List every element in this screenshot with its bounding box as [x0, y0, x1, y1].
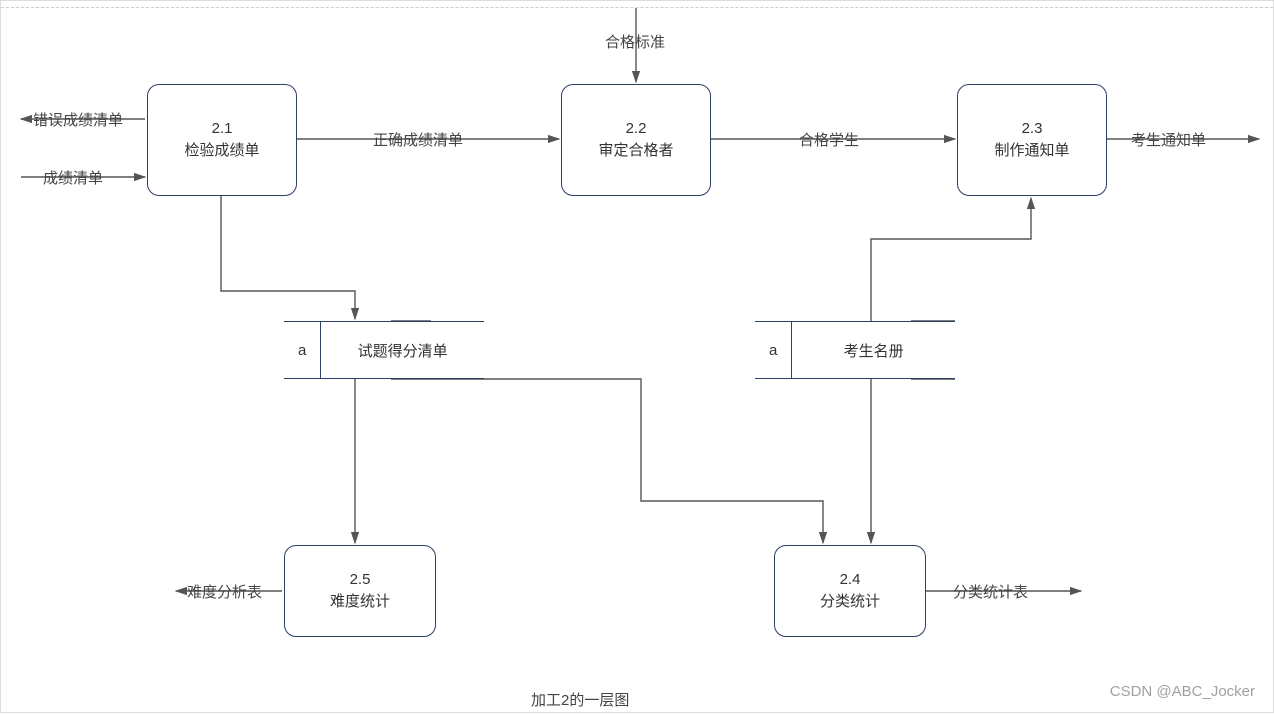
- flow-label-difficulty: 难度分析表: [187, 581, 262, 602]
- datastore-id: a: [755, 322, 792, 378]
- process-name: 审定合格者: [598, 140, 673, 163]
- process-id: 2.2: [626, 118, 647, 141]
- process-name: 难度统计: [330, 591, 390, 614]
- process-name: 分类统计: [820, 591, 880, 614]
- process-id: 2.4: [840, 569, 861, 592]
- process-id: 2.5: [350, 569, 371, 592]
- process-name: 制作通知单: [994, 140, 1069, 163]
- flow-label-category: 分类统计表: [953, 581, 1028, 602]
- process-2-1: 2.1 检验成绩单: [147, 84, 297, 196]
- flow-label-standard: 合格标准: [605, 31, 665, 52]
- datastore-label: 考生名册: [792, 322, 955, 378]
- flow-label-correct-list: 正确成绩清单: [373, 129, 463, 150]
- process-id: 2.3: [1022, 118, 1043, 141]
- process-2-2: 2.2 审定合格者: [561, 84, 711, 196]
- process-2-4: 2.4 分类统计: [774, 545, 926, 637]
- datastore-id: a: [284, 322, 321, 378]
- top-dashed-line: [1, 7, 1273, 8]
- diagram-canvas: 2.1 检验成绩单 2.2 审定合格者 2.3 制作通知单 2.5 难度统计 2…: [0, 0, 1274, 713]
- flow-label-score-list: 成绩清单: [43, 167, 103, 188]
- flow-label-notice: 考生通知单: [1131, 129, 1206, 150]
- process-name: 检验成绩单: [184, 140, 259, 163]
- diagram-caption: 加工2的一层图: [531, 689, 629, 710]
- process-id: 2.1: [212, 118, 233, 141]
- process-2-5: 2.5 难度统计: [284, 545, 436, 637]
- flow-label-error-list: 错误成绩清单: [33, 109, 123, 130]
- datastore-score-list: a 试题得分清单: [284, 321, 484, 379]
- process-2-3: 2.3 制作通知单: [957, 84, 1107, 196]
- flow-label-passed-students: 合格学生: [799, 129, 859, 150]
- watermark: CSDN @ABC_Jocker: [1110, 683, 1255, 700]
- datastore-label: 试题得分清单: [321, 322, 484, 378]
- datastore-roster: a 考生名册: [755, 321, 955, 379]
